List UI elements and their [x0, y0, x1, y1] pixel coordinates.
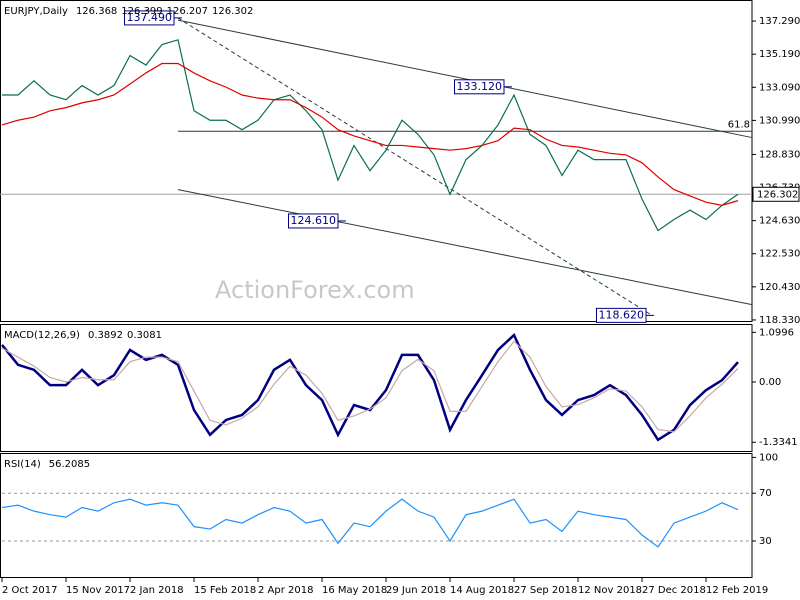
x-tick-label: 12 Nov 2018 [578, 585, 642, 596]
y-tick-label: 118.330 [759, 315, 800, 326]
readout: 126.368 [76, 6, 117, 17]
panel-title: RSI(14) [4, 459, 41, 470]
series-line [2, 39, 739, 232]
x-tick-label: 15 Nov 2017 [66, 585, 130, 596]
series-line [1, 62, 739, 206]
current-price-box [752, 186, 800, 202]
x-tick-label: 2 Jan 2018 [130, 585, 184, 596]
annotation-label: 118.620 [599, 308, 645, 321]
annotation-label: 124.610 [291, 214, 337, 227]
y-tick-label: 30 [759, 536, 772, 547]
x-tick-label: 27 Dec 2018 [642, 585, 706, 596]
readout: 126.399 [121, 6, 162, 17]
y-tick-label: 0.00 [759, 377, 781, 388]
y-tick-label: 100 [759, 452, 778, 463]
y-tick-label: 1.0996 [759, 327, 794, 338]
annotation-box [596, 307, 647, 323]
panel-frame [0, 324, 753, 452]
y-tick-label: 130.990 [759, 115, 800, 126]
trendline [177, 19, 753, 139]
watermark: ActionForex.com [215, 276, 415, 304]
trendline [177, 189, 753, 306]
x-tick-label: 12 Feb 2019 [706, 585, 768, 596]
y-tick-label: 70 [759, 488, 772, 499]
annotation-box [124, 10, 175, 26]
y-tick-label: 120.430 [759, 282, 800, 293]
x-tick-label: 29 Jun 2018 [386, 585, 446, 596]
annotation-box [288, 213, 339, 229]
readout: 0.3081 [127, 330, 162, 341]
series-line [1, 340, 739, 433]
trendline [177, 17, 653, 316]
y-tick-label: 133.090 [759, 82, 800, 93]
x-tick-label: 16 May 2018 [322, 585, 387, 596]
y-tick-label: 135.190 [759, 49, 800, 60]
y-tick-label: -1.3341 [759, 437, 798, 448]
fib-label: 61.8 [728, 119, 750, 130]
y-tick-label: 128.830 [759, 149, 800, 160]
panel-title: EURJPY,Daily [4, 6, 68, 17]
x-tick-label: 2 Apr 2018 [258, 585, 313, 596]
x-tick-label: 15 Feb 2018 [194, 585, 256, 596]
readout: 126.302 [212, 6, 253, 17]
series-line [1, 498, 739, 548]
series-line [1, 332, 739, 442]
annotation-label: 133.120 [457, 80, 503, 93]
x-tick-label: 27 Sep 2018 [514, 585, 577, 596]
current-price-label: 126.302 [757, 189, 798, 200]
y-tick-label: 124.630 [759, 216, 800, 227]
annotation-box [454, 79, 505, 95]
readout: 0.3892 [88, 330, 123, 341]
x-tick-label: 2 Oct 2017 [2, 585, 57, 596]
panel-frame [0, 453, 753, 578]
readout: 126.207 [167, 6, 208, 17]
x-tick-label: 14 Aug 2018 [450, 585, 514, 596]
readout: 56.2085 [49, 459, 90, 470]
panel-title: MACD(12,26,9) [4, 330, 80, 341]
panel-frame [0, 0, 753, 322]
annotation-label: 137.490 [127, 11, 173, 24]
y-tick-label: 122.530 [759, 249, 800, 260]
y-tick-label: 137.290 [759, 16, 800, 27]
